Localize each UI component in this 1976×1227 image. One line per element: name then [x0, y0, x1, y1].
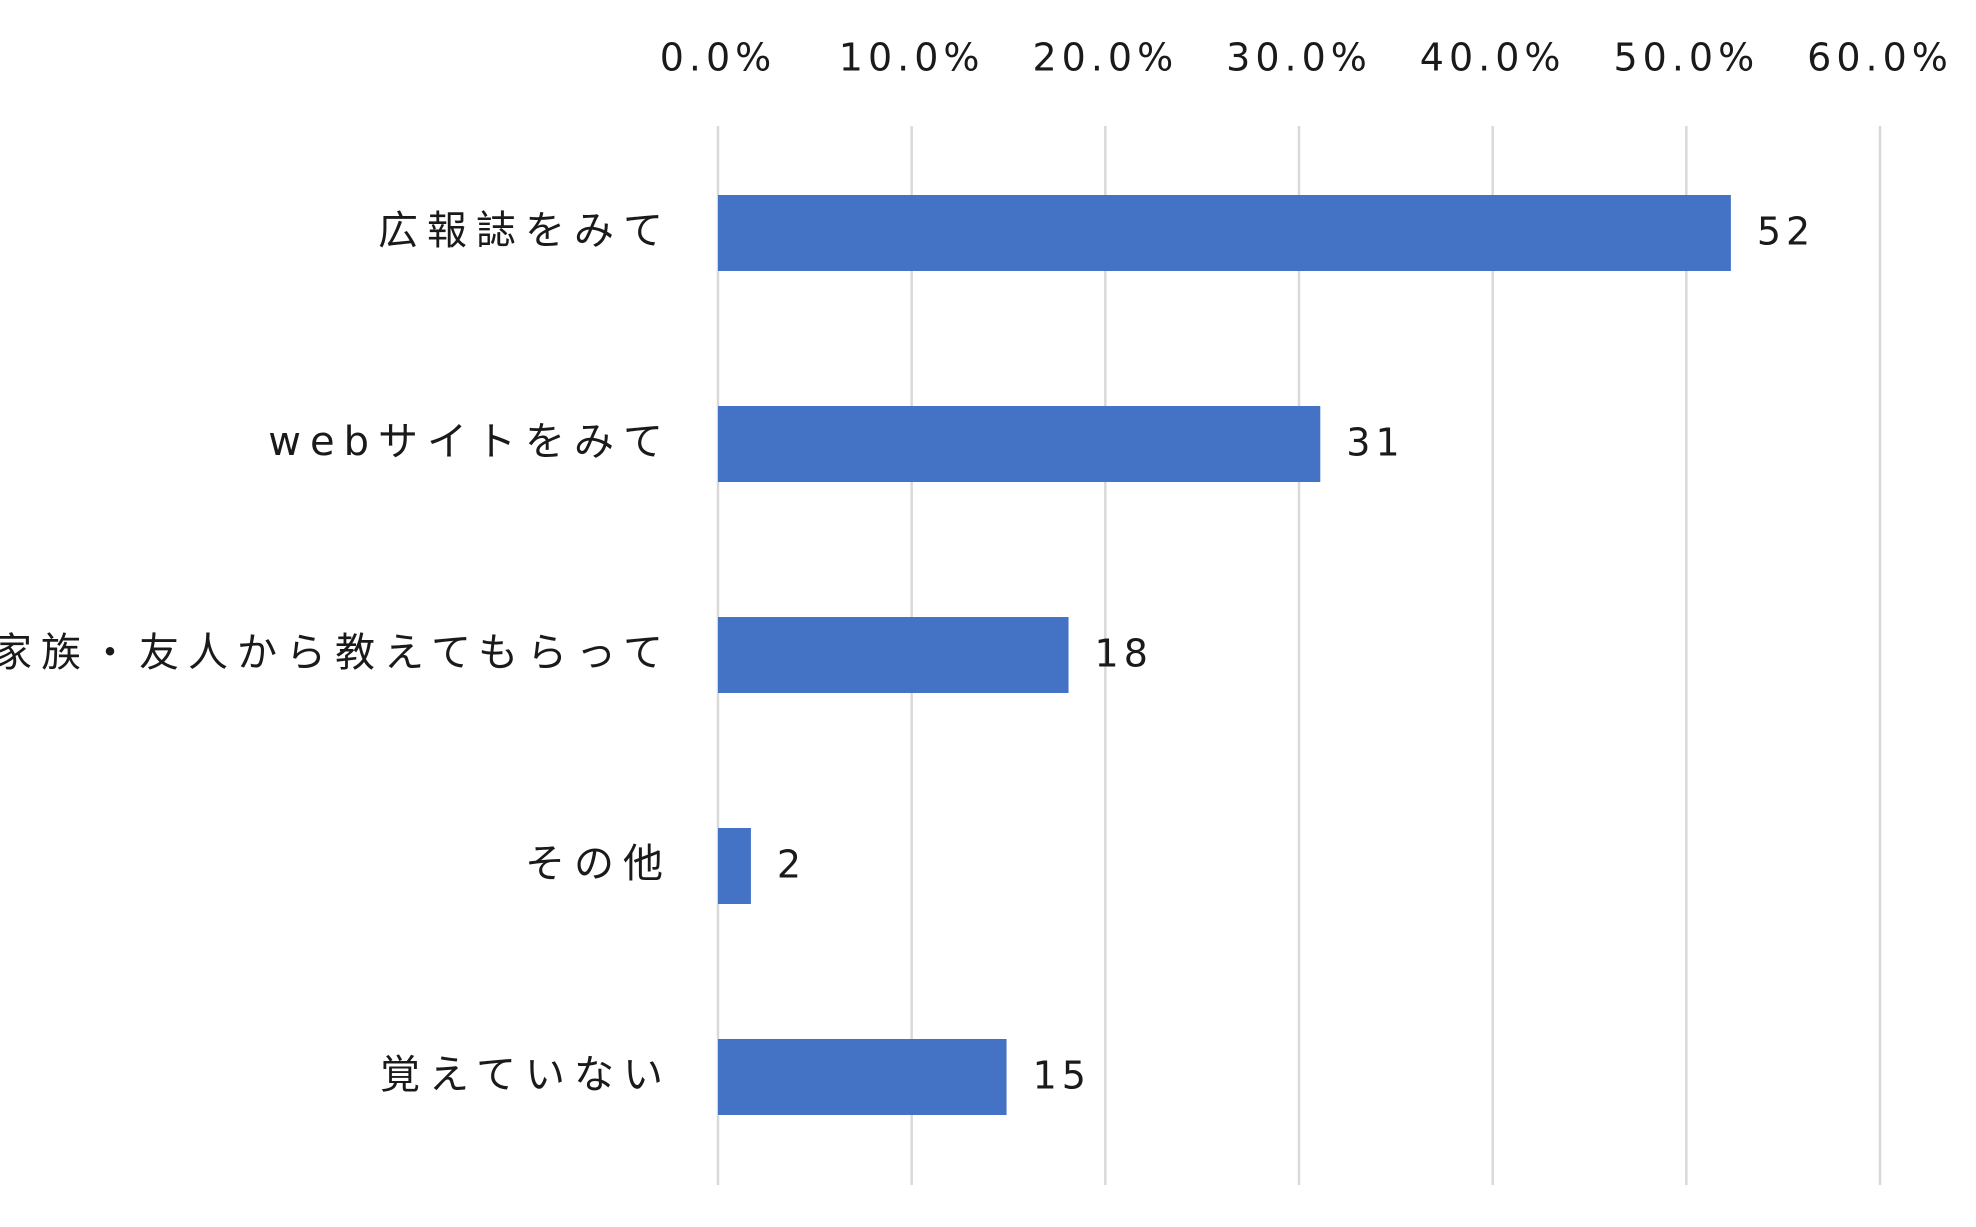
bar — [718, 828, 751, 904]
x-tick-label: 60.0% — [1807, 36, 1953, 80]
x-tick-label: 50.0% — [1613, 36, 1759, 80]
category-label: 家族・友人から教えてもらって — [0, 630, 672, 676]
bar — [718, 406, 1321, 482]
x-tick-label: 40.0% — [1420, 36, 1566, 80]
gridlines — [716, 126, 1882, 1185]
bar — [718, 1039, 1007, 1115]
bar — [718, 195, 1731, 271]
data-label: 52 — [1757, 210, 1815, 254]
data-label: 2 — [777, 843, 806, 887]
category-label: webサイトをみて — [268, 419, 672, 465]
data-label: 15 — [1033, 1054, 1091, 1098]
data-labels: 52 31 18 2 15 — [777, 210, 1815, 1098]
x-tick-label: 0.0% — [660, 36, 777, 80]
category-label: 広報誌をみて — [378, 208, 672, 254]
bars — [718, 195, 1731, 1115]
category-label: その他 — [525, 841, 672, 887]
data-label: 18 — [1095, 632, 1153, 676]
x-tick-label: 20.0% — [1032, 36, 1178, 80]
category-label: 覚えていない — [380, 1052, 672, 1098]
x-tick-label: 10.0% — [839, 36, 985, 80]
data-label: 31 — [1346, 421, 1404, 465]
x-tick-label: 30.0% — [1226, 36, 1372, 80]
bar — [718, 617, 1069, 693]
x-axis-ticks: 0.0% 10.0% 20.0% 30.0% 40.0% 50.0% 60.0% — [660, 36, 1953, 80]
